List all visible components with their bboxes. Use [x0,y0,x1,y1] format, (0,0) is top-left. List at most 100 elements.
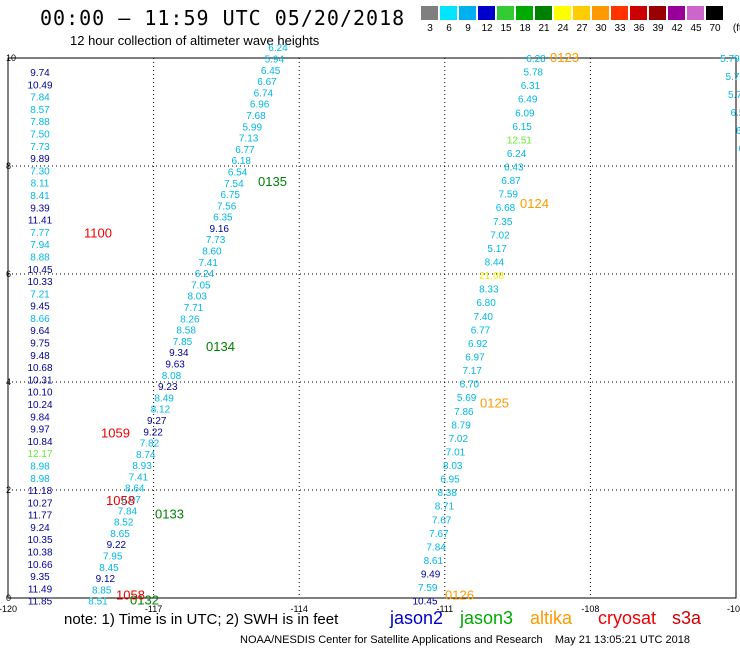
wave-height-value: 10.27 [27,498,52,509]
wave-height-value: 8.64 [125,484,145,495]
pass-time-label: 0133 [155,506,184,521]
scale-swatch [630,6,647,20]
wave-height-value: 7.86 [454,407,474,418]
wave-height-value: 9.63 [165,359,185,370]
wave-height-value: 8.61 [424,556,444,567]
wave-height-value: 8.07 [121,495,141,506]
wave-height-value: 6. [738,144,740,155]
pass-time-label: 0135 [258,174,287,189]
plot-frame [7,57,737,599]
wave-height-value: 8.44 [485,258,505,269]
scale-label: 9 [465,23,471,34]
scale-swatch [573,6,590,20]
wave-height-value: 6.68 [496,203,516,214]
wave-height-value: 10.35 [27,535,52,546]
wave-height-value: 7.77 [30,228,50,239]
wave-height-value: 6.97 [465,352,485,363]
legend-s3a: s3a [672,608,702,628]
legend-jason2: jason2 [390,608,444,628]
wave-height-value: 21.08 [479,271,504,282]
wave-height-value: 11.77 [28,511,53,522]
wave-height-value: 5.78 [523,68,543,79]
x-tick-label: -108 [581,604,599,614]
wave-height-value: 7.95 [103,552,123,563]
wave-height-value: 7.40 [474,312,494,323]
wave-height-value: 8.49 [154,393,174,404]
wave-height-value: 9.24 [30,523,50,534]
wave-height-value: 8.03 [187,292,207,303]
wave-height-value: 10.33 [27,277,52,288]
wave-height-value: 6.18 [232,156,252,167]
x-tick-label: -120 [0,604,17,614]
wave-height-value: 10.68 [27,363,52,374]
scale-swatch [649,6,666,20]
wave-height-value: 7.54 [224,179,244,190]
scale-swatch [706,6,723,20]
scale-swatch [459,6,476,20]
wave-height-value: 8.85 [92,585,112,596]
wave-height-value: 10.45 [412,597,437,608]
wave-height-value: 10.38 [27,548,52,559]
wave-height-value: 12.51 [507,135,532,146]
wave-height-value: 8.71 [435,502,455,513]
scale-swatch [421,6,438,20]
wave-height-value: 9.22 [107,540,127,551]
wave-height-value: 8.98 [30,461,50,472]
wave-height-value: 8.98 [30,474,50,485]
wave-height-value: 6.35 [213,213,233,224]
scale-label: 45 [690,23,702,34]
wave-height-value: 6.5 [731,108,740,119]
page-title: 00:00 – 11:59 UTC 05/20/2018 [40,6,406,30]
scale-swatch [478,6,495,20]
wave-height-value: 7.88 [30,117,50,128]
wave-height-value: 7.67 [432,515,452,526]
y-tick-label: 10 [6,53,16,63]
wave-height-value: 7.85 [173,337,193,348]
pass-time-label: 1058 [106,493,135,508]
wave-height-value: 8.41 [30,191,50,202]
wave-height-value: 7.30 [30,166,50,177]
wave-height-value: 8.66 [30,314,50,325]
scale-label: 15 [500,23,512,34]
scale-swatch [611,6,628,20]
wave-height-value: 8.38 [437,488,457,499]
pass-time-label: 1100 [84,226,112,241]
pass-time-label: 0126 [445,587,474,602]
wave-height-value: 6.54 [228,167,248,178]
wave-height-value: 8.65 [110,529,130,540]
wave-height-value: 9.12 [96,574,116,585]
legend-cryosat: cryosat [598,608,657,628]
scale-swatch [516,6,533,20]
wave-height-value: 6.95 [440,475,460,486]
y-tick-label: 8 [6,161,11,171]
scale-label: 33 [614,23,626,34]
wave-height-value: 5.69 [457,393,477,404]
wave-height-value: 9.74 [30,68,50,79]
wave-height-value: 6.43 [504,163,524,174]
wave-height-value: 10.10 [27,388,52,399]
wave-height-value: 6.31 [521,81,541,92]
wave-height-value: 9.34 [169,348,189,359]
wave-height-value: 8.08 [162,371,182,382]
wave-height-value: 7.94 [30,240,50,251]
pass-time-label: 0124 [520,196,549,211]
scale-label: 36 [633,23,645,34]
wave-height-value: 6.49 [518,95,538,106]
wave-height-value: 9.64 [30,326,50,337]
wave-height-value: 6.67 [257,77,277,88]
wave-height-value: 8.03 [443,461,463,472]
wave-height-value: 6.24 [195,269,215,280]
wave-height-value: 8.60 [202,247,222,258]
wave-height-value: 8.12 [151,405,171,416]
wave-height-value: 10.49 [27,80,52,91]
scale-swatch [554,6,571,20]
legend-jason3: jason3 [460,608,514,628]
wave-height-value: 8.57 [30,105,50,116]
y-tick-label: 0 [6,593,11,603]
scale-swatch [687,6,704,20]
wave-height-value: 7.73 [30,142,50,153]
wave-height-value: 9.45 [30,302,50,313]
wave-height-value: 6.09 [515,108,535,119]
wave-height-value: 9.49 [421,570,441,581]
wave-height-value: 5.99 [243,122,263,133]
